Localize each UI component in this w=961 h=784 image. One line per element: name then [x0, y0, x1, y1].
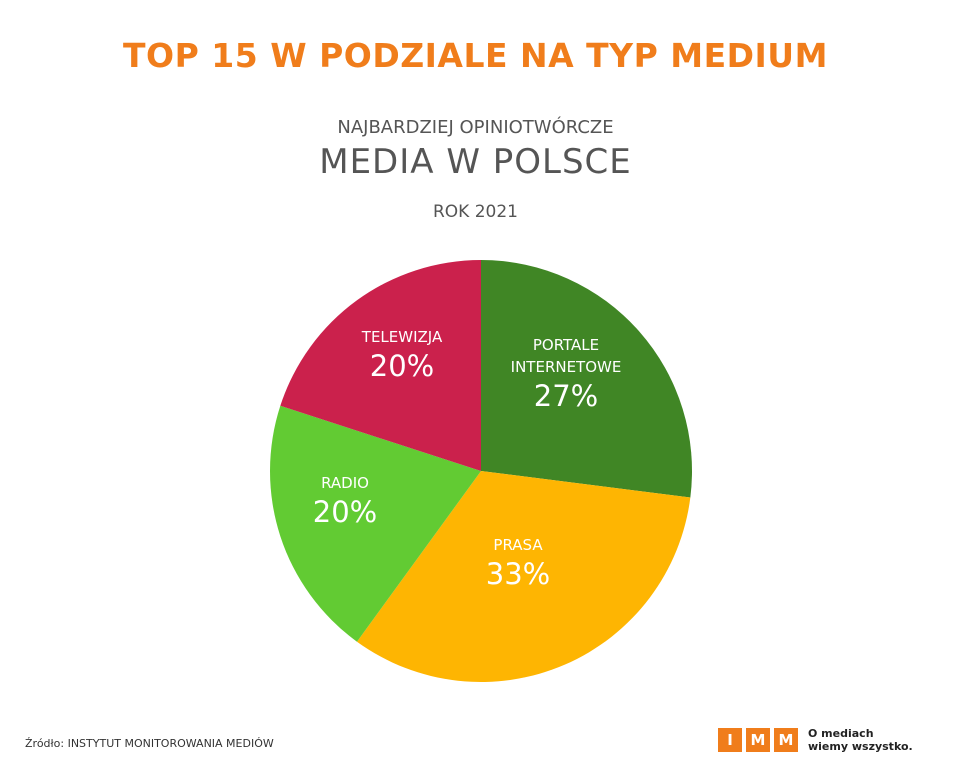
logo-letter: I [718, 728, 742, 752]
slice-label: PORTALE [533, 336, 599, 354]
logo-tagline: O mediach wiemy wszystko. [808, 727, 913, 753]
main-title: TOP 15 W PODZIALE NA TYP MEDIUM [123, 36, 828, 75]
slice-label: PRASA [493, 536, 543, 554]
pie-slice [270, 405, 481, 642]
slice-value: 20% [370, 349, 434, 383]
logo-tagline-line: wiemy wszystko. [808, 740, 913, 753]
slice-label: RADIO [321, 474, 369, 492]
source-note: Źródło: INSTYTUT MONITOROWANIA MEDIÓW [25, 737, 274, 750]
slice-value: 33% [486, 557, 550, 591]
pie-slice [481, 260, 692, 498]
pie-slice [280, 260, 481, 471]
slice-value: 27% [534, 379, 598, 413]
chart-subtitle: NAJBARDZIEJ OPINIOTWÓRCZE [337, 117, 614, 138]
slice-label: INTERNETOWE [511, 358, 622, 376]
logo-letter: M [746, 728, 770, 752]
slice-value: 20% [313, 495, 377, 529]
pie-slice [356, 471, 691, 683]
chart-year: ROK 2021 [432, 202, 518, 222]
chart-title: MEDIA W POLSCE [319, 142, 632, 182]
slice-label: TELEWIZJA [361, 328, 443, 346]
logo-letter: M [774, 728, 798, 752]
logo-tagline-line: O mediach [808, 727, 874, 740]
imm-logo: I M M O mediach wiemy wszystko. [718, 727, 913, 753]
